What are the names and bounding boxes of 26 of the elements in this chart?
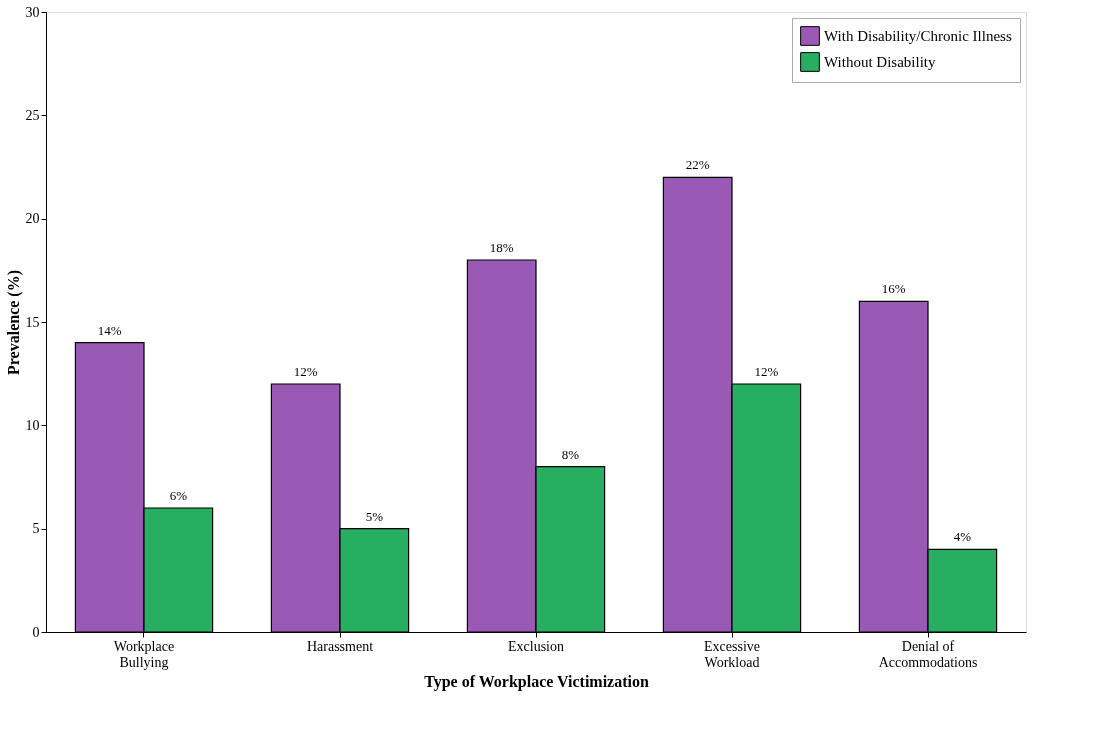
data-label: 12% — [754, 364, 779, 379]
legend-label: With Disability/Chronic Illness — [824, 28, 1012, 44]
data-label: 6% — [169, 488, 188, 503]
data-label: 4% — [953, 529, 972, 545]
y-axis-title: Prevalence (%) — [4, 270, 23, 375]
data-label: 8% — [561, 446, 580, 462]
x-axis-title: Type of Workplace Victimization — [424, 672, 649, 691]
data-label: 16% — [881, 281, 906, 297]
data-label: 18% — [489, 240, 514, 255]
y-tick-label: 0 — [32, 624, 40, 640]
data-label: 12% — [293, 364, 318, 379]
x-tick-label: Exclusion — [508, 638, 564, 654]
y-tick-label: 5 — [32, 521, 40, 537]
y-tick-label: 25 — [25, 107, 40, 123]
data-label: 22% — [685, 157, 710, 173]
x-tick-label: Excessive Workload — [704, 638, 760, 670]
y-tick-label: 15 — [25, 314, 40, 330]
data-label: 14% — [97, 322, 122, 338]
y-tick-label: 30 — [25, 4, 40, 20]
data-label: 5% — [365, 508, 384, 524]
y-tick-label: 10 — [25, 417, 40, 433]
x-tick-label: Harassment — [306, 638, 374, 654]
legend-label: Without Disability — [824, 54, 936, 70]
x-tick-label: Workplace Bullying — [113, 638, 175, 670]
y-tick-label: 20 — [25, 211, 40, 227]
x-tick-label: Denial of Accommodations — [878, 638, 978, 670]
